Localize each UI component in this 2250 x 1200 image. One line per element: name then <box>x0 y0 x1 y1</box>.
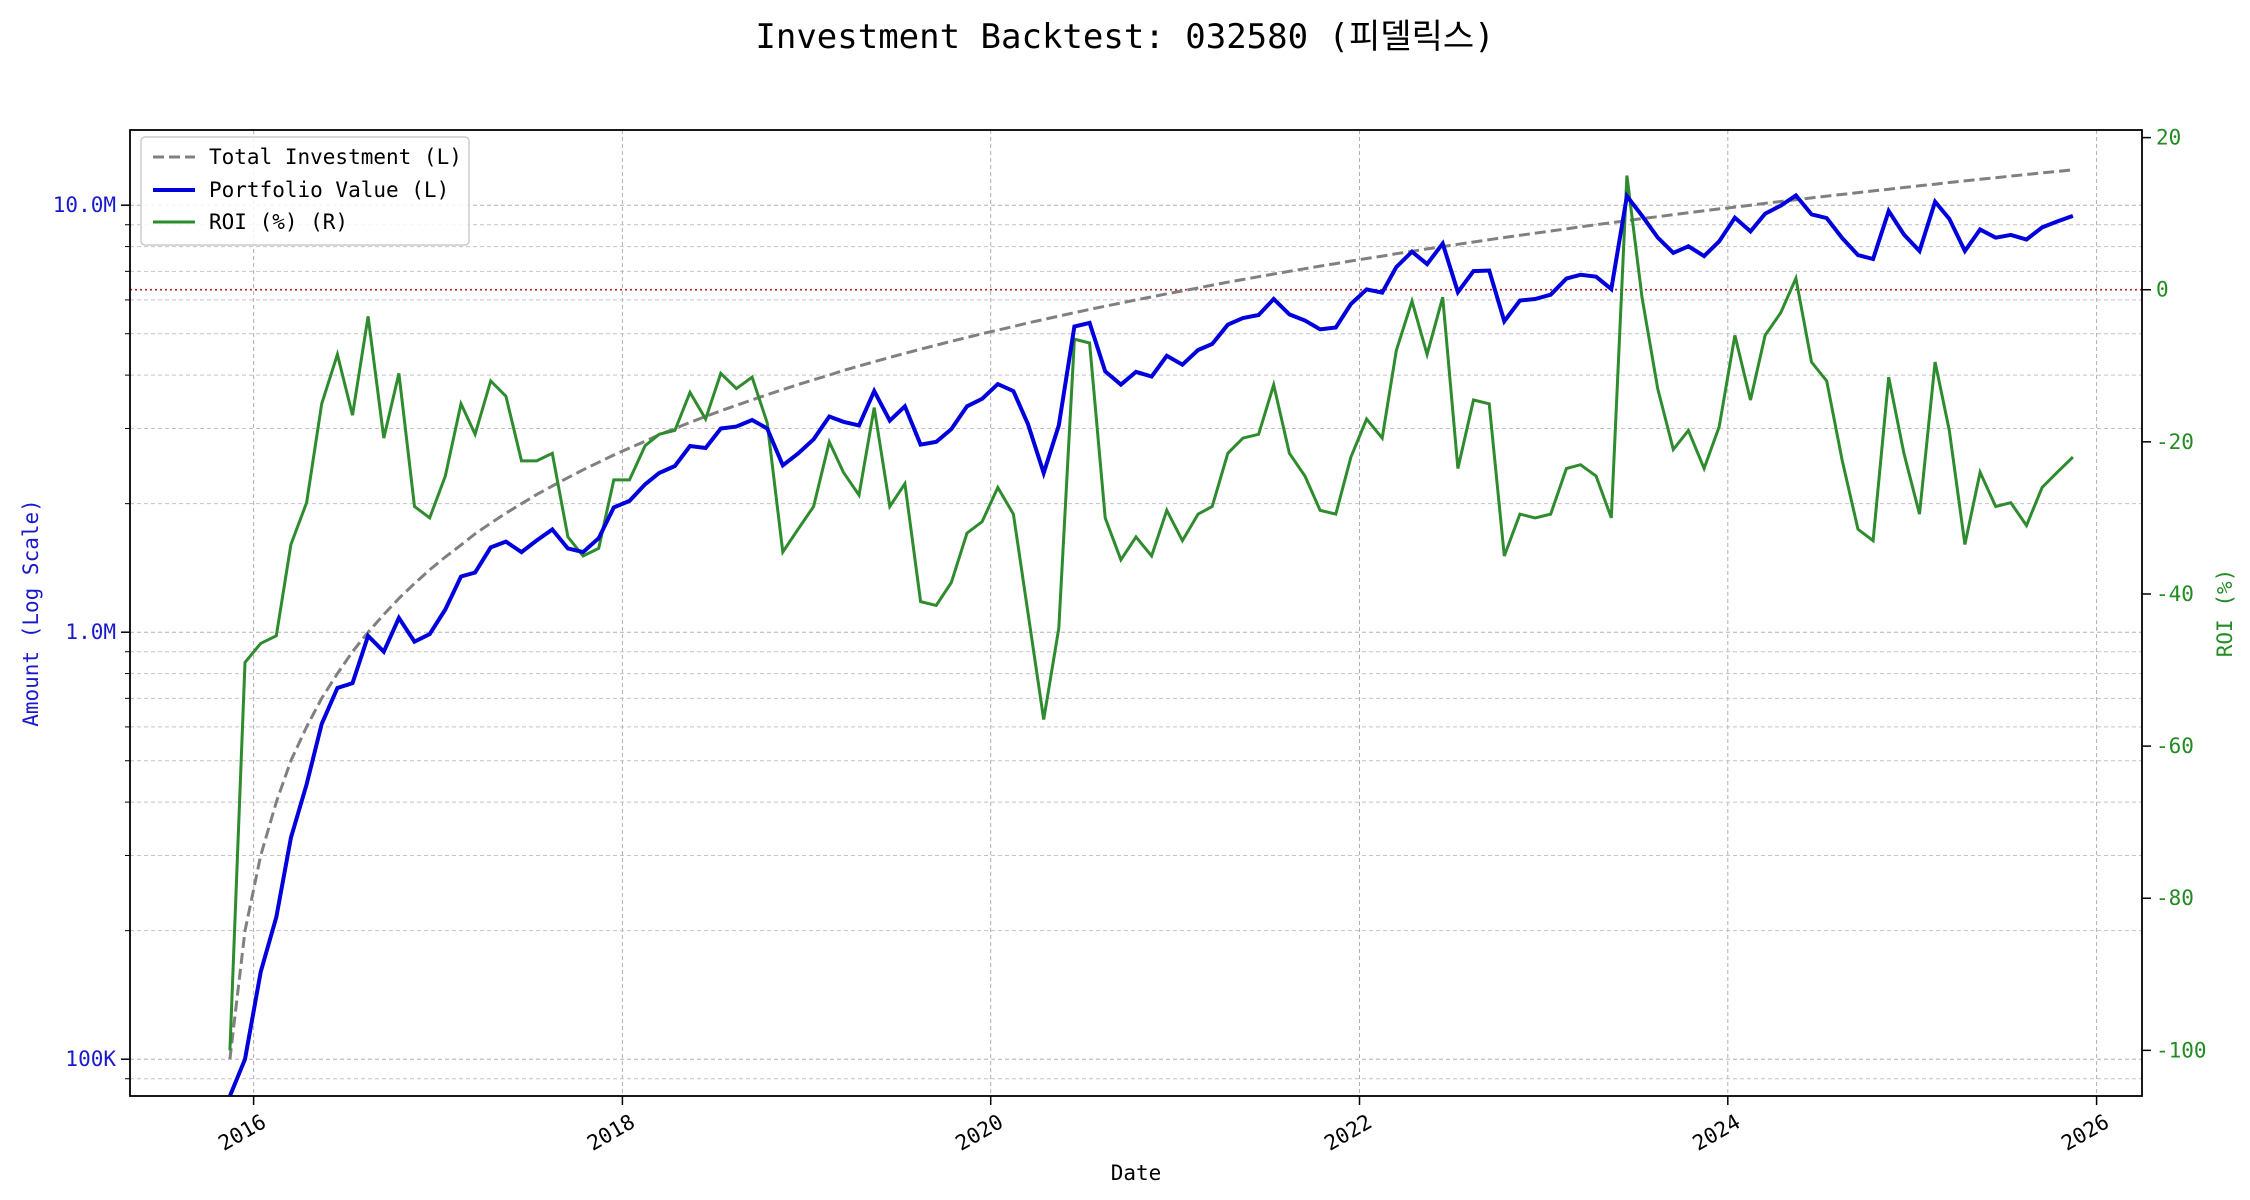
x-axis: 2016 2018 2020 2022 2024 2026 <box>214 1096 2113 1156</box>
legend-label-total-investment: Total Investment (L) <box>209 145 462 169</box>
legend-label-portfolio-value: Portfolio Value (L) <box>209 178 449 202</box>
legend-box <box>140 136 470 246</box>
series-line-portfolio-value <box>228 191 2074 1097</box>
y-right-tick-label: 0 <box>2156 278 2169 302</box>
y-right-tick-label: -60 <box>2156 734 2194 758</box>
y-left-tick-label: 10.0M <box>53 193 116 217</box>
x-tick-label-2018: 2018 <box>583 1110 639 1156</box>
x-tick-label-2020: 2020 <box>951 1110 1007 1156</box>
y-right-tick-label: -100 <box>2156 1038 2207 1062</box>
grid <box>130 130 2142 1096</box>
x-tick-label-2026: 2026 <box>2057 1110 2113 1156</box>
y-axis-right: -100 -80 -60 -40 -20 0 20 <box>2142 126 2207 1062</box>
chart-title: Investment Backtest: 032580 (피델릭스) <box>755 17 1494 57</box>
y-right-tick-label: -80 <box>2156 886 2194 910</box>
series-line-roi <box>228 175 2074 1051</box>
y-left-tick-label: 1.0M <box>65 620 116 644</box>
x-tick-label-2024: 2024 <box>1688 1110 1744 1156</box>
y-right-tick-label: -40 <box>2156 582 2194 606</box>
legend: Total Investment (L) Portfolio Value (L)… <box>140 136 470 246</box>
x-tick-label-2022: 2022 <box>1320 1110 1376 1156</box>
y-axis-left: 100K 1.0M 10.0M <box>53 193 130 1080</box>
y-axis-left-label: Amount (Log Scale) <box>19 499 43 727</box>
series-line-total-investment <box>228 168 2074 1060</box>
x-tick-label-2016: 2016 <box>214 1110 270 1156</box>
y-right-tick-label: -20 <box>2156 430 2194 454</box>
y-axis-right-label: ROI (%) <box>2213 569 2237 658</box>
x-axis-label: Date <box>1111 1161 1162 1185</box>
legend-label-roi: ROI (%) (R) <box>209 210 348 234</box>
y-right-tick-label: 20 <box>2156 126 2181 150</box>
series-layer <box>228 168 2074 1097</box>
y-left-tick-label: 100K <box>65 1047 116 1071</box>
plot-frame <box>129 129 2143 1097</box>
